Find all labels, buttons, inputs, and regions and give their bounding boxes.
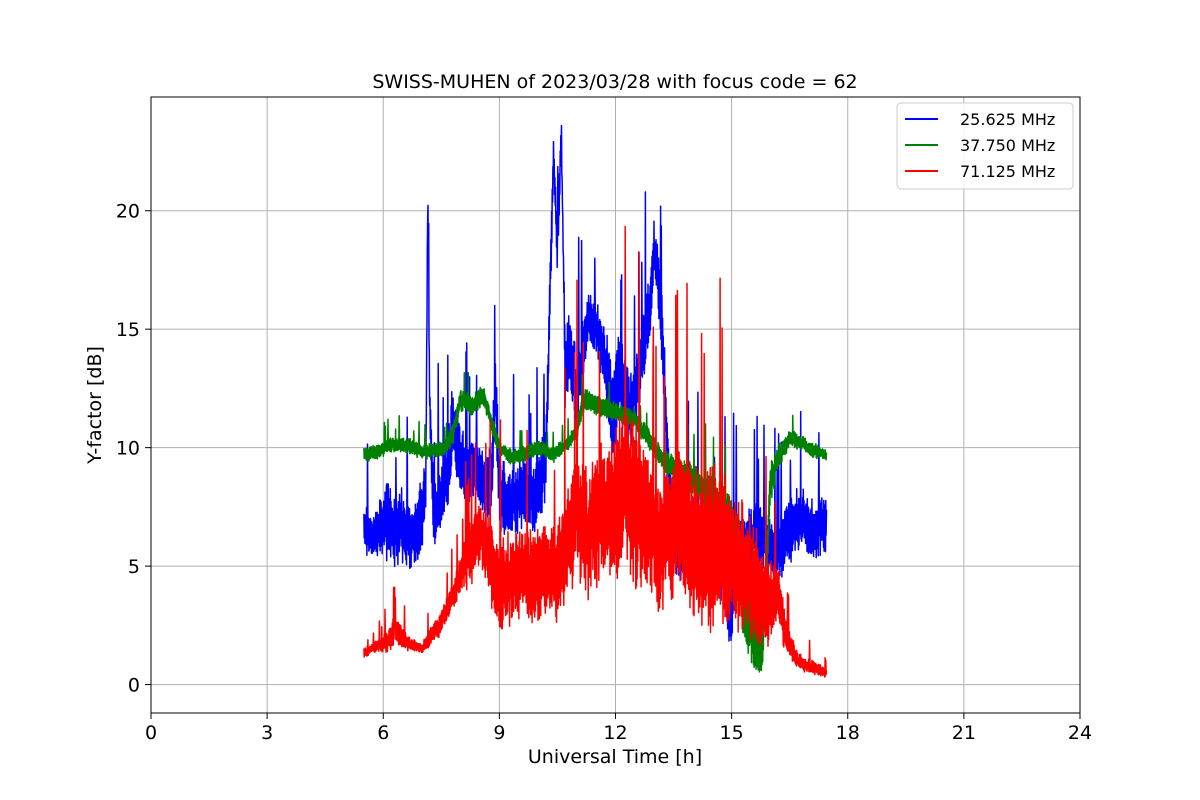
series-layer xyxy=(363,124,828,678)
x-tick-label: 12 xyxy=(603,722,627,744)
x-tick-label: 9 xyxy=(493,722,505,744)
series-line-2 xyxy=(363,372,828,673)
legend-box xyxy=(896,102,1074,190)
y-axis: 0 5 10 15 20 xyxy=(116,201,151,697)
chart-title: SWISS-MUHEN of 2023/03/28 with focus cod… xyxy=(372,71,857,93)
x-axis-label: Universal Time [h] xyxy=(528,746,702,768)
legend-label-3: 71.125 MHz xyxy=(960,162,1055,181)
x-tick-label: 6 xyxy=(377,722,389,744)
x-tick-label: 15 xyxy=(720,722,744,744)
x-tick-label: 3 xyxy=(261,722,273,744)
legend-label-1: 25.625 MHz xyxy=(960,110,1055,129)
x-tick-label: 0 xyxy=(145,722,157,744)
y-tick-label: 10 xyxy=(116,438,140,460)
legend-label-2: 37.750 MHz xyxy=(960,136,1055,155)
x-tick-label: 21 xyxy=(952,722,976,744)
y-tick-label: 15 xyxy=(116,319,140,341)
y-tick-label: 20 xyxy=(116,201,140,223)
y-axis-label: Y-factor [dB] xyxy=(84,346,106,465)
series-line-3 xyxy=(363,225,828,678)
y-tick-label: 5 xyxy=(128,556,140,578)
x-tick-label: 18 xyxy=(836,722,860,744)
legend: 25.625 MHz 37.750 MHz 71.125 MHz xyxy=(896,102,1074,190)
x-axis: 0 3 6 9 12 15 18 21 24 xyxy=(145,713,1092,744)
y-tick-label: 0 xyxy=(128,675,140,697)
x-tick-label: 24 xyxy=(1068,722,1092,744)
